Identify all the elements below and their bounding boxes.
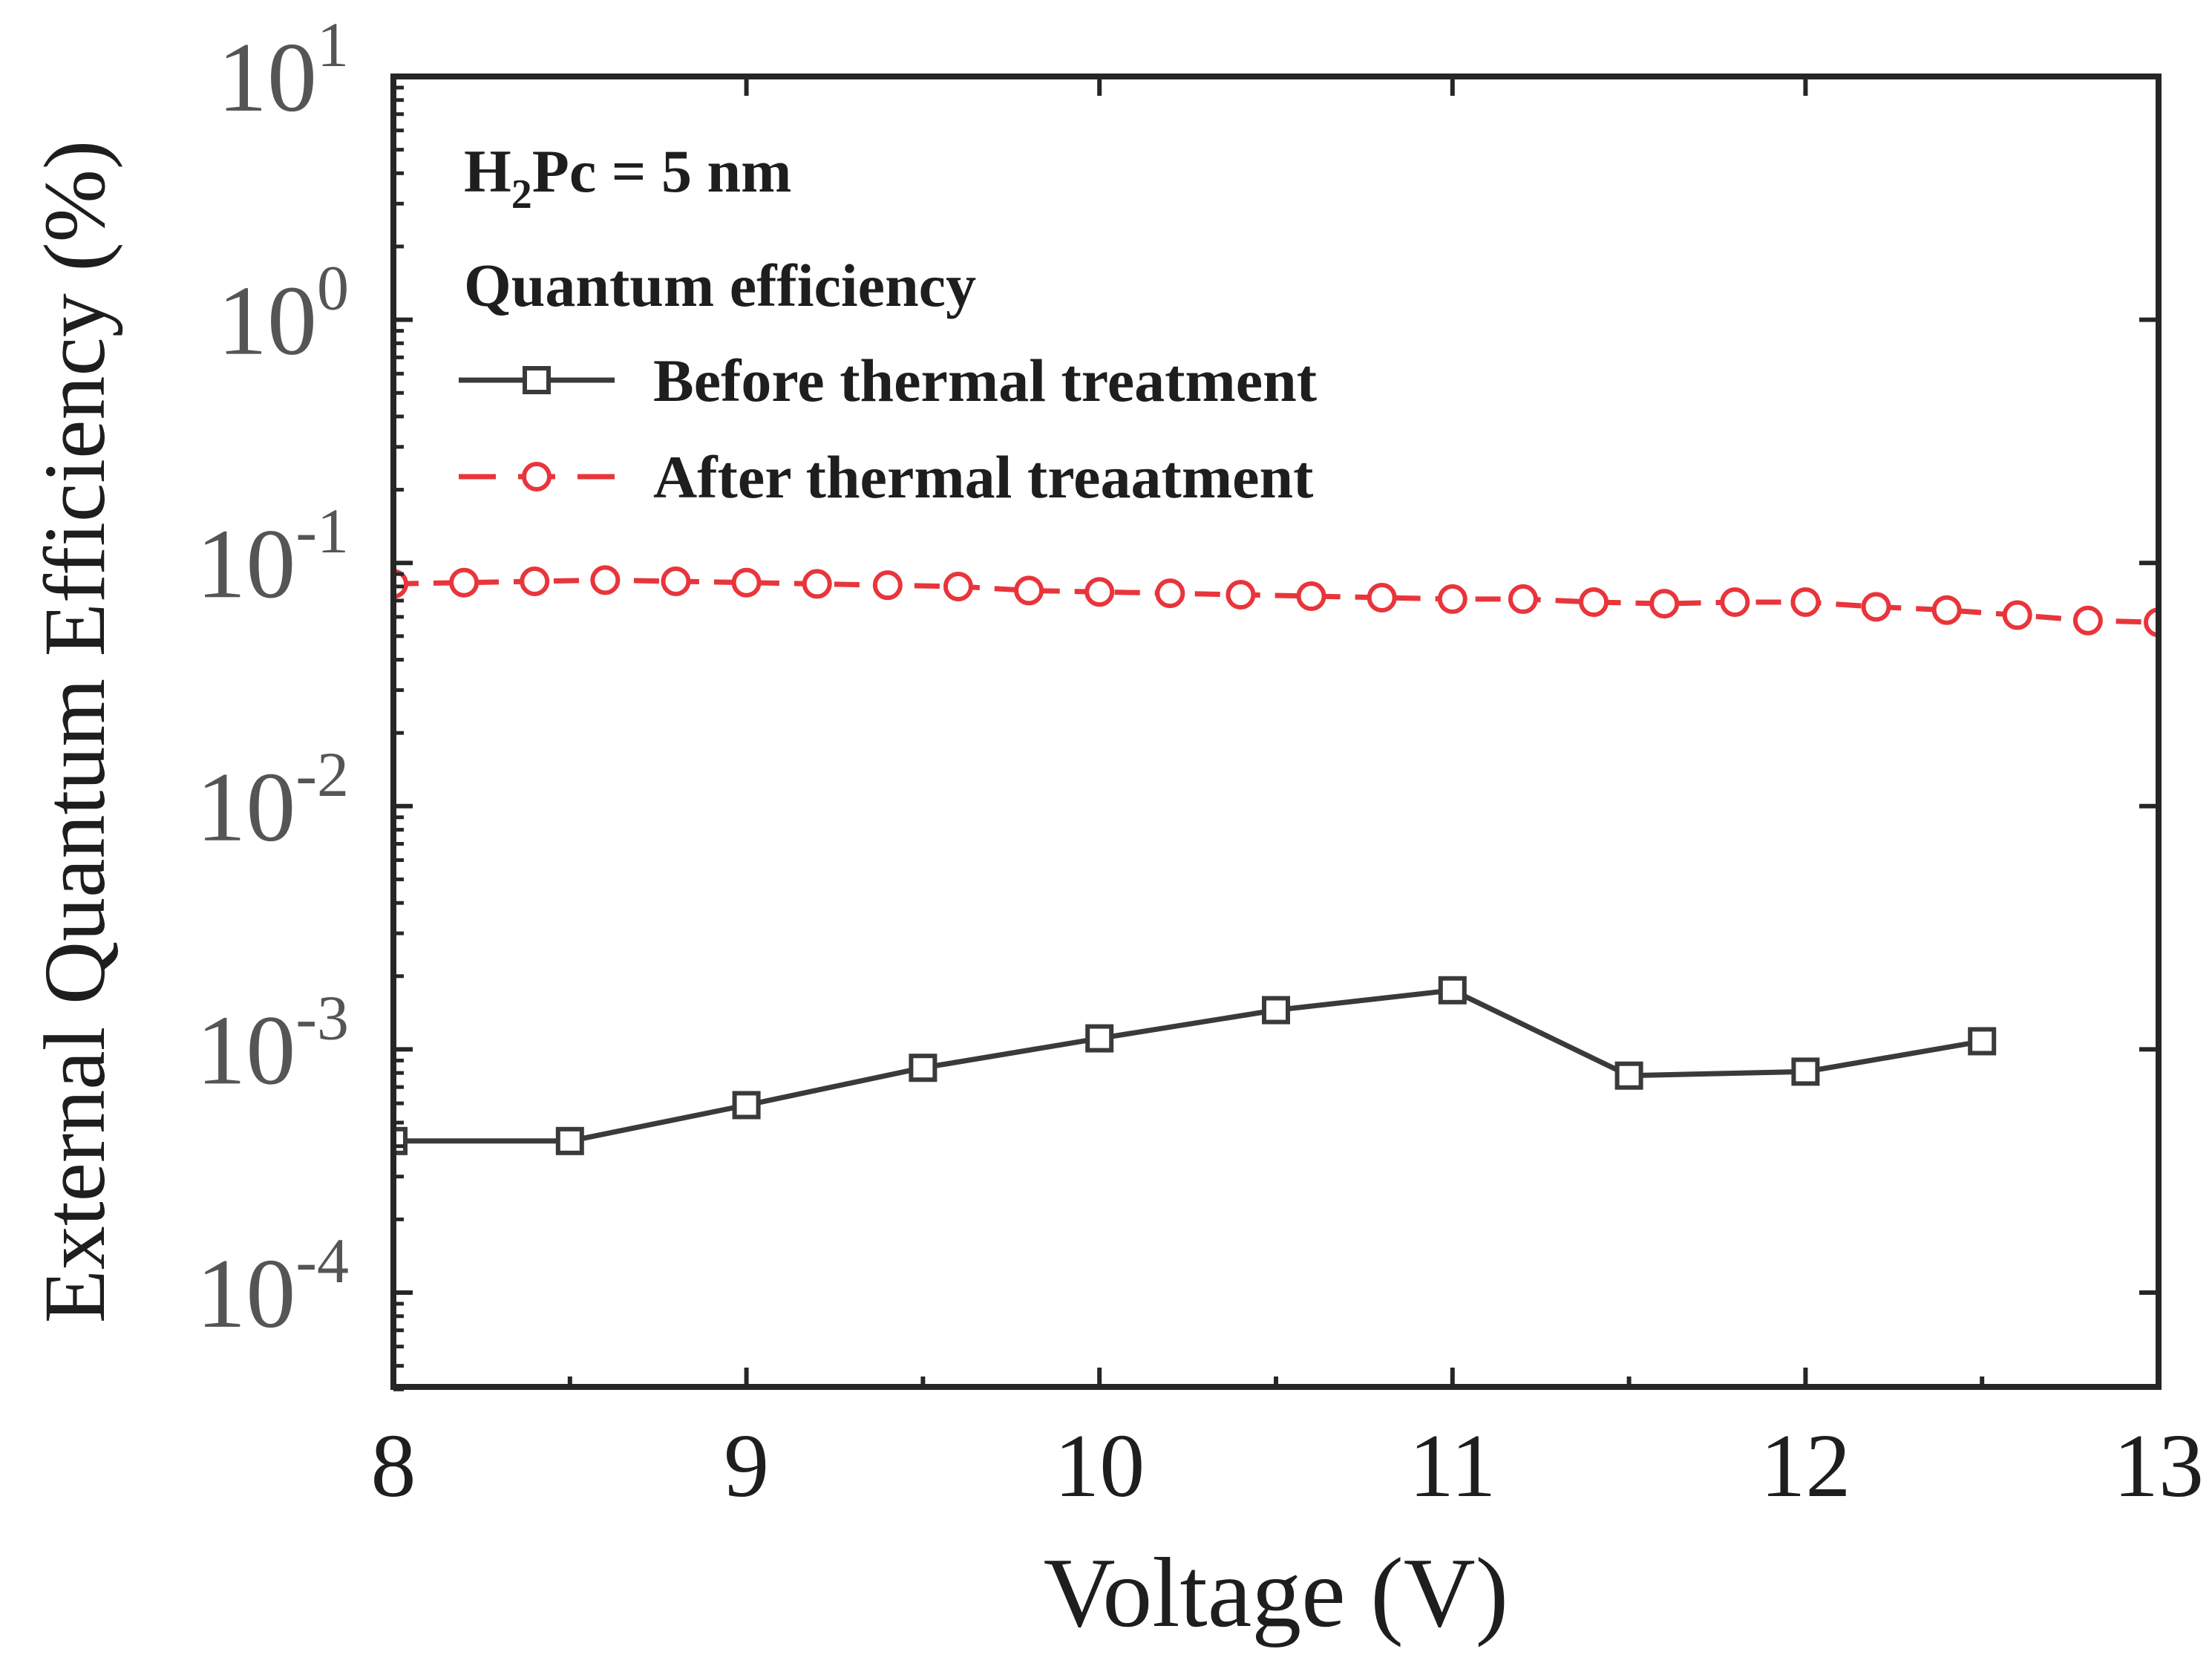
y-tick-label-base: 10 <box>196 752 295 862</box>
data-point-square <box>1438 976 1467 1005</box>
x-tick-label: 12 <box>1760 1416 1851 1516</box>
data-point-circle <box>731 567 762 598</box>
x-tick-label: 10 <box>1054 1416 1145 1516</box>
y-tick-label: 10-4 <box>196 1225 349 1348</box>
y-tick-label: 10-1 <box>196 495 349 618</box>
data-point-circle <box>1367 582 1397 613</box>
legend-swatch-circle <box>522 462 552 492</box>
data-point-circle <box>449 567 480 598</box>
y-tick-label: 100 <box>217 252 349 376</box>
data-point-circle <box>1508 584 1538 614</box>
legend-title: Quantum efficiency <box>464 252 976 319</box>
thickness-annotation: H2Pc = 5 nm <box>464 137 791 218</box>
data-point-circle <box>590 565 621 595</box>
y-tick-label-base: 10 <box>196 995 295 1105</box>
data-point-square <box>909 1054 938 1082</box>
y-tick-label-base: 10 <box>196 509 295 618</box>
data-point-circle <box>1084 577 1115 607</box>
legend-entry-label: After thermal treaatment <box>653 443 1313 511</box>
y-tick-label-base: 10 <box>196 1238 295 1348</box>
y-tick-label: 10-2 <box>196 739 349 862</box>
data-point-circle <box>1931 595 1962 625</box>
legend-entry-1: Before thermal treatment <box>459 347 1317 414</box>
data-point-circle <box>1861 592 1891 622</box>
data-point-circle <box>2072 605 2103 636</box>
data-point-circle <box>1790 587 1821 617</box>
y-tick-label-base: 10 <box>217 22 317 132</box>
data-point-square <box>1085 1024 1114 1053</box>
annotation-rest: Pc = 5 nm <box>532 137 792 205</box>
x-tick-label: 13 <box>2113 1416 2204 1516</box>
x-tick-label: 9 <box>724 1416 769 1516</box>
data-point-square <box>1614 1061 1643 1090</box>
y-tick-label-exponent: -3 <box>295 982 349 1053</box>
data-point-square <box>555 1126 584 1155</box>
data-point-circle <box>872 570 903 601</box>
legend-entry-2: After thermal treaatment <box>459 443 1313 511</box>
y-tick-label-base: 10 <box>217 266 317 376</box>
data-point-circle <box>1720 587 1750 617</box>
x-tick-label: 11 <box>1409 1416 1496 1516</box>
y-tick-label-exponent: -2 <box>295 739 349 810</box>
legend-swatch-square <box>523 366 551 394</box>
y-axis-label: External Quantum Efficiency (%) <box>26 140 123 1323</box>
series-line <box>393 987 1983 1144</box>
data-point-circle <box>520 566 550 597</box>
series-layer <box>393 565 2159 1155</box>
data-point-square <box>1791 1057 1820 1086</box>
x-axis-label: Voltage (V) <box>1044 1538 1508 1647</box>
data-point-circle <box>661 566 691 597</box>
data-point-square <box>1968 1027 1997 1056</box>
data-point-circle <box>802 569 832 599</box>
y-tick-label-exponent: 0 <box>317 252 349 324</box>
legend: H2Pc = 5 nm Quantum efficiency Before ther… <box>459 137 1317 511</box>
data-point-circle <box>2144 607 2159 638</box>
legend-entry-label: Before thermal treatment <box>653 347 1317 414</box>
data-point-circle <box>393 569 408 599</box>
annotation-main: H <box>464 137 511 205</box>
annotation-subscript: 2 <box>511 172 532 218</box>
series-2 <box>393 565 2159 638</box>
y-tick-label: 10-3 <box>196 982 349 1105</box>
data-point-circle <box>1437 584 1467 614</box>
y-tick-label: 101 <box>217 9 349 132</box>
data-point-circle <box>1649 589 1680 619</box>
data-point-circle <box>1155 578 1185 609</box>
data-point-circle <box>1226 580 1256 610</box>
data-point-circle <box>1014 575 1044 606</box>
y-tick-label-exponent: -4 <box>295 1225 349 1296</box>
data-point-circle <box>1296 581 1326 611</box>
data-point-circle <box>1579 587 1609 617</box>
data-point-square <box>732 1091 761 1120</box>
y-tick-label-exponent: -1 <box>295 495 349 566</box>
data-point-circle <box>2002 600 2032 630</box>
x-tick-label: 8 <box>371 1416 416 1516</box>
data-point-square <box>1262 996 1290 1025</box>
data-point-circle <box>943 571 973 601</box>
y-tick-label-exponent: 1 <box>317 9 349 80</box>
